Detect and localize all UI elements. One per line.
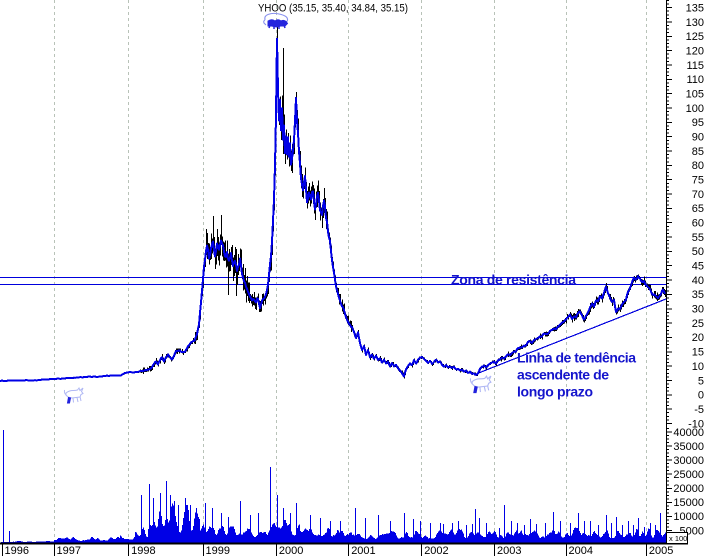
svg-text:1997: 1997 [57,545,81,556]
svg-text:1998: 1998 [131,545,155,556]
svg-text:YHOO (35.15, 35.40, 34.84, 35.: YHOO (35.15, 35.40, 34.84, 35.15) [258,3,408,15]
svg-text:ascendente de: ascendente de [517,367,609,383]
svg-text:70: 70 [692,189,704,201]
svg-text:1999: 1999 [206,545,230,556]
svg-text:x 100: x 100 [669,534,687,543]
svg-text:25: 25 [692,318,704,330]
svg-text:2004: 2004 [569,545,593,556]
svg-text:90: 90 [692,132,704,144]
svg-text:95: 95 [692,117,704,129]
svg-text:110: 110 [686,74,704,86]
svg-text:115: 115 [686,60,704,72]
svg-text:45: 45 [692,261,704,273]
svg-text:135: 135 [686,2,704,14]
svg-text:55: 55 [692,232,704,244]
svg-text:65: 65 [692,203,704,215]
svg-text:60: 60 [692,218,704,230]
svg-text:105: 105 [686,89,704,101]
svg-text:-5: -5 [694,404,704,416]
svg-text:5: 5 [698,375,704,387]
svg-text:100: 100 [686,103,704,115]
svg-text:2002: 2002 [424,545,448,556]
svg-text:10000: 10000 [673,511,704,523]
svg-text:20000: 20000 [673,483,704,495]
svg-text:-10: -10 [688,418,704,430]
svg-text:75: 75 [692,175,704,187]
svg-text:Linha de tendência: Linha de tendência [517,350,636,366]
svg-text:40000: 40000 [673,427,704,439]
svg-text:15000: 15000 [673,497,704,509]
svg-text:20: 20 [692,332,704,344]
svg-text:30000: 30000 [673,455,704,467]
svg-text:35000: 35000 [673,441,704,453]
svg-text:125: 125 [686,31,704,43]
svg-text:2001: 2001 [351,545,375,556]
svg-text:30: 30 [692,304,704,316]
svg-text:85: 85 [692,146,704,158]
svg-text:Zona de resistência: Zona de resistência [451,272,576,288]
svg-text:80: 80 [692,160,704,172]
svg-text:0: 0 [698,390,704,402]
svg-text:130: 130 [686,17,704,29]
svg-text:25000: 25000 [673,469,704,481]
svg-text:10: 10 [692,361,704,373]
svg-text:50: 50 [692,246,704,258]
svg-text:40: 40 [692,275,704,287]
svg-text:2000: 2000 [279,545,303,556]
svg-text:longo prazo: longo prazo [517,384,593,400]
svg-text:2003: 2003 [497,545,521,556]
svg-text:2005: 2005 [649,545,673,556]
svg-text:35: 35 [692,289,704,301]
svg-text:120: 120 [686,45,704,57]
svg-text:1996: 1996 [5,545,29,556]
svg-text:15: 15 [692,347,704,359]
